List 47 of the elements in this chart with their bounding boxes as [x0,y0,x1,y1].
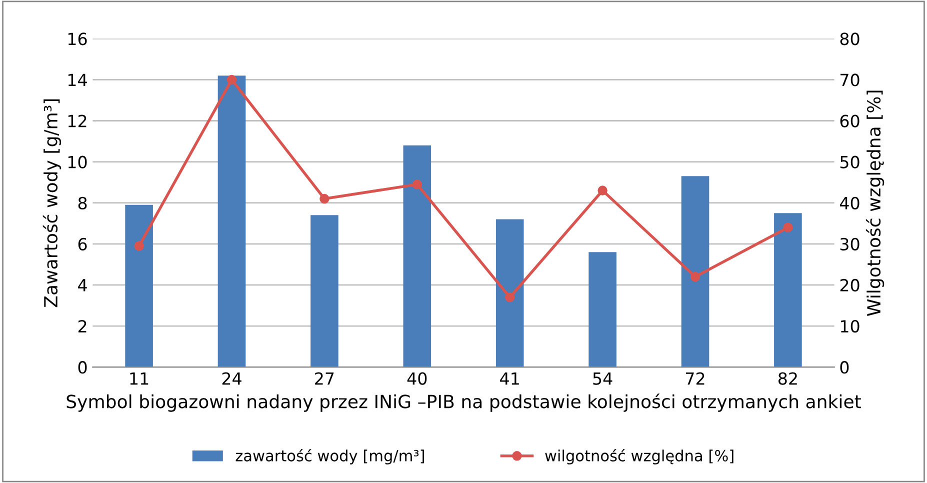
x-tick-label: 24 [222,372,242,385]
y2-tick-label: 20 [840,278,860,292]
bar [681,176,710,368]
x-tick-label: 72 [686,372,704,385]
y2-tick-label: 0 [840,361,849,374]
point [504,292,515,302]
bar [496,219,524,368]
bar [403,145,432,368]
point [690,272,700,282]
bar [588,252,616,368]
x-tick-label: 82 [778,372,797,385]
y2-tick-label: 30 [840,238,860,250]
x-axis-title: Symbol biogazowni nadany przez INiG –PIB na podstawie kolejności otrzymanych ankiet [66,394,861,412]
point [320,194,330,204]
x-tick-label: 27 [315,372,334,385]
y2-tick-label: 40 [840,196,860,210]
y-tick-label: 12 [68,114,86,128]
y2-tick-label: 70 [840,74,860,86]
y-tick-label: 2 [78,320,86,332]
bar [774,213,802,368]
point [226,74,237,85]
legend-label: wilgotność względna [%] [545,449,734,464]
y2-tick-label: 80 [840,32,860,46]
x-tick-label: 41 [500,372,519,385]
bar [310,215,338,368]
bar [218,76,246,368]
x-tick-label: 40 [407,372,427,385]
point [598,186,608,196]
y2-axis-title: Wilgotność względna [%] [866,90,884,316]
legend-label: zawartość wody [mg/m³] [236,449,424,464]
y-tick-label: 10 [68,156,87,168]
y-tick-label: 4 [78,279,87,292]
y-tick-label: 8 [78,196,87,210]
point [134,241,144,251]
bar [125,204,153,368]
y2-tick-label: 10 [840,320,860,333]
y-tick-label: 6 [78,238,87,250]
y2-tick-label: 60 [840,114,860,128]
point [412,180,422,190]
y-axis-title: Zawartość wody [g/m³] [42,99,62,308]
y-tick-label: 16 [68,32,87,46]
point [783,222,793,232]
x-tick-label: 11 [130,372,148,385]
y2-tick-label: 50 [840,156,860,168]
y-tick-label: 0 [78,361,87,374]
x-tick-label: 54 [593,372,612,385]
y-tick-label: 14 [68,74,87,86]
